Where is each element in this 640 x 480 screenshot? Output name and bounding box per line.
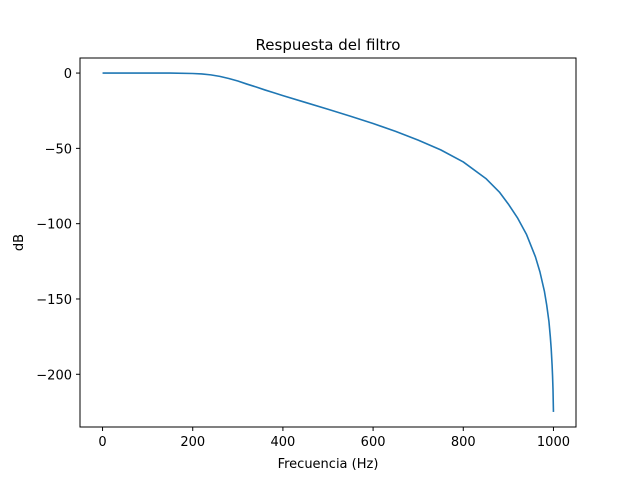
x-tick-label: 800 [451, 435, 476, 450]
y-tick-label: −150 [36, 293, 72, 308]
y-axis-label: dB [12, 234, 27, 251]
axis-ticks: 0 200 400 600 800 1000 0 −50 −100 −150 −200 [36, 67, 570, 450]
x-tick-label: 1000 [537, 435, 570, 450]
x-tick-label: 0 [98, 435, 106, 450]
y-tick-label: −100 [36, 218, 72, 233]
y-tick-label: −200 [36, 368, 72, 383]
plot-area-background [80, 58, 576, 427]
y-tick-label: 0 [64, 67, 72, 82]
x-tick-label: 400 [270, 435, 295, 450]
x-tick-label: 200 [180, 435, 205, 450]
series-layer [102, 72, 555, 412]
filter-response-line [102, 72, 555, 412]
plot-frame [79, 57, 577, 428]
x-axis-label: Frecuencia (Hz) [278, 457, 379, 472]
x-tick-label: 600 [361, 435, 386, 450]
y-tick-label: −50 [45, 142, 72, 157]
chart-title: Respuesta del filtro [256, 36, 401, 54]
